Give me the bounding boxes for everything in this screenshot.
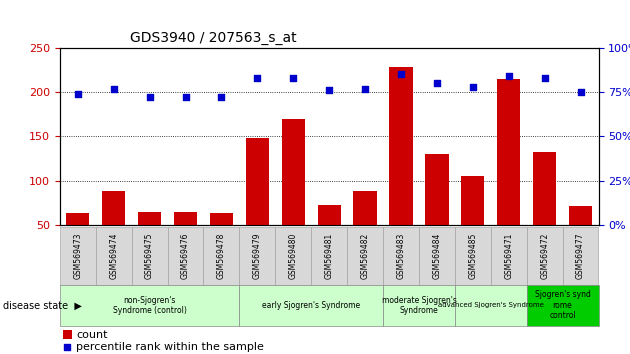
- Text: disease state  ▶: disease state ▶: [3, 301, 82, 311]
- Point: [144, 95, 155, 100]
- Bar: [138, 211, 161, 225]
- Bar: [132, 227, 168, 285]
- Bar: [527, 227, 563, 285]
- Point: [180, 95, 190, 100]
- Bar: [497, 79, 520, 225]
- Bar: [455, 285, 527, 326]
- Bar: [455, 227, 491, 285]
- Point: [388, 278, 398, 283]
- Text: moderate Sjogren's
Syndrome: moderate Sjogren's Syndrome: [382, 296, 456, 315]
- Bar: [66, 213, 89, 225]
- Point: [467, 84, 478, 90]
- Text: GSM569485: GSM569485: [468, 233, 478, 279]
- Text: count: count: [76, 330, 108, 340]
- Bar: [174, 211, 197, 225]
- Point: [217, 95, 227, 100]
- Bar: [527, 285, 598, 326]
- Bar: [383, 227, 419, 285]
- Text: GDS3940 / 207563_s_at: GDS3940 / 207563_s_at: [130, 32, 297, 45]
- Bar: [533, 152, 556, 225]
- Bar: [275, 227, 311, 285]
- Bar: [389, 67, 413, 225]
- Text: early Sjogren's Syndrome: early Sjogren's Syndrome: [262, 301, 360, 310]
- Text: Sjogren's synd
rome
control: Sjogren's synd rome control: [535, 290, 590, 320]
- Point: [360, 86, 370, 91]
- Text: GSM569477: GSM569477: [576, 233, 585, 279]
- Bar: [563, 227, 598, 285]
- Bar: [311, 227, 347, 285]
- Bar: [239, 285, 383, 326]
- Bar: [347, 227, 383, 285]
- Bar: [96, 227, 132, 285]
- Bar: [383, 285, 455, 326]
- Point: [539, 75, 549, 81]
- Point: [73, 91, 83, 97]
- Text: advanced Sjogren's Syndrome: advanced Sjogren's Syndrome: [438, 302, 544, 308]
- Point: [288, 75, 299, 81]
- Bar: [60, 227, 96, 285]
- Text: GSM569478: GSM569478: [217, 233, 226, 279]
- Bar: [62, 330, 72, 339]
- Bar: [282, 119, 305, 225]
- Bar: [569, 206, 592, 225]
- Bar: [210, 213, 233, 225]
- Text: GSM569481: GSM569481: [324, 233, 334, 279]
- Text: percentile rank within the sample: percentile rank within the sample: [76, 342, 264, 352]
- Bar: [203, 227, 239, 285]
- Bar: [353, 191, 377, 225]
- Bar: [425, 154, 449, 225]
- Point: [252, 75, 263, 81]
- Text: GSM569474: GSM569474: [109, 233, 118, 279]
- Text: GSM569480: GSM569480: [289, 233, 298, 279]
- Text: GSM569472: GSM569472: [540, 233, 549, 279]
- Bar: [60, 285, 239, 326]
- Bar: [491, 227, 527, 285]
- Text: GSM569475: GSM569475: [145, 233, 154, 279]
- Point: [576, 89, 586, 95]
- Bar: [168, 227, 203, 285]
- Bar: [239, 227, 275, 285]
- Text: GSM569476: GSM569476: [181, 233, 190, 279]
- Text: GSM569482: GSM569482: [360, 233, 370, 279]
- Bar: [102, 191, 125, 225]
- Bar: [461, 176, 484, 225]
- Text: GSM569479: GSM569479: [253, 233, 262, 279]
- Bar: [318, 205, 341, 225]
- Point: [504, 73, 514, 79]
- Point: [324, 87, 334, 93]
- Point: [396, 72, 406, 77]
- Text: GSM569484: GSM569484: [432, 233, 442, 279]
- Text: GSM569471: GSM569471: [504, 233, 513, 279]
- Bar: [246, 138, 269, 225]
- Text: non-Sjogren's
Syndrome (control): non-Sjogren's Syndrome (control): [113, 296, 186, 315]
- Text: GSM569473: GSM569473: [73, 233, 83, 279]
- Text: GSM569483: GSM569483: [396, 233, 406, 279]
- Point: [108, 86, 118, 91]
- Point: [432, 80, 442, 86]
- Bar: [419, 227, 455, 285]
